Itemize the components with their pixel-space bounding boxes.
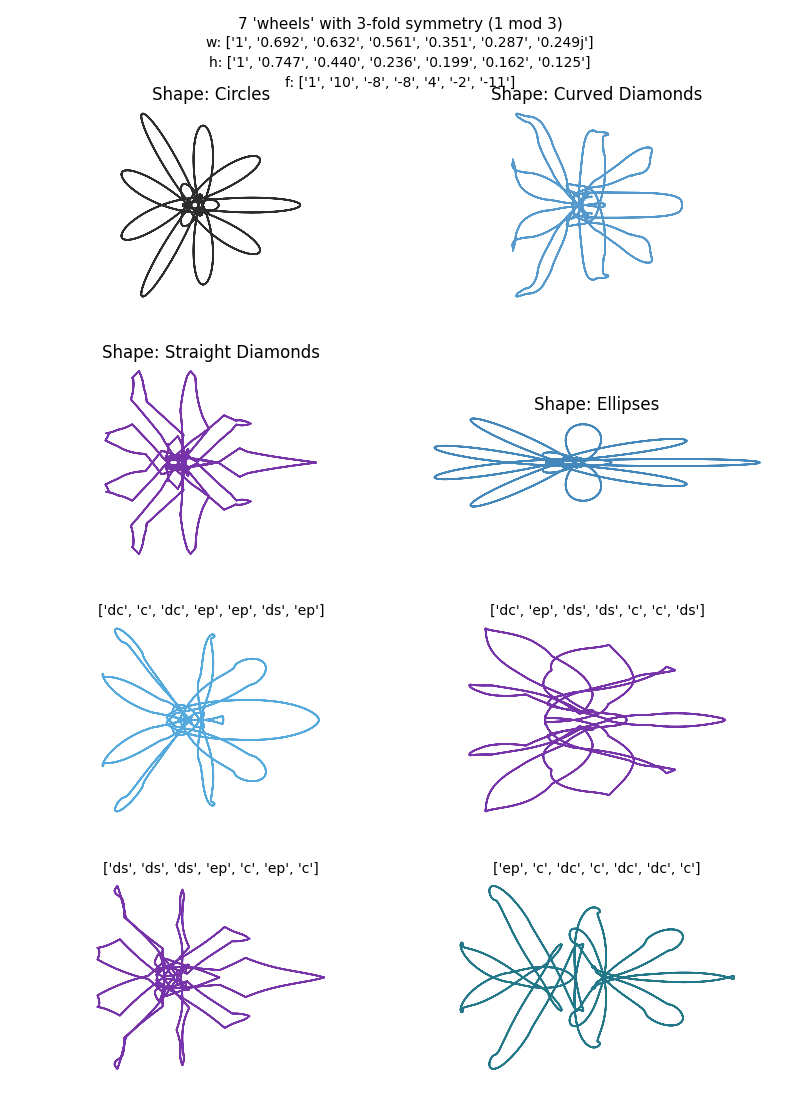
Text: 7 'wheels' with 3-fold symmetry (1 mod 3): 7 'wheels' with 3-fold symmetry (1 mod 3… [238, 16, 562, 32]
Text: h: ['1', '0.747', '0.440', '0.236', '0.199', '0.162', '0.125']: h: ['1', '0.747', '0.440', '0.236', '0.1… [210, 56, 590, 70]
Text: w: ['1', '0.692', '0.632', '0.561', '0.351', '0.287', '0.249j']: w: ['1', '0.692', '0.632', '0.561', '0.3… [206, 36, 594, 51]
Title: Shape: Ellipses: Shape: Ellipses [534, 396, 660, 414]
Title: Shape: Straight Diamonds: Shape: Straight Diamonds [102, 344, 320, 362]
Title: ['dc', 'ep', 'ds', 'ds', 'c', 'c', 'ds']: ['dc', 'ep', 'ds', 'ds', 'c', 'c', 'ds'] [490, 604, 705, 618]
Title: ['ds', 'ds', 'ds', 'ep', 'c', 'ep', 'c']: ['ds', 'ds', 'ds', 'ep', 'c', 'ep', 'c'] [103, 861, 318, 876]
Text: f: ['1', '10', '-8', '-8', '4', '-2', '-11']: f: ['1', '10', '-8', '-8', '4', '-2', '-… [285, 76, 515, 90]
Title: Shape: Circles: Shape: Circles [152, 86, 270, 104]
Title: ['ep', 'c', 'dc', 'c', 'dc', 'dc', 'c']: ['ep', 'c', 'dc', 'c', 'dc', 'dc', 'c'] [494, 861, 701, 876]
Title: Shape: Curved Diamonds: Shape: Curved Diamonds [491, 86, 703, 104]
Title: ['dc', 'c', 'dc', 'ep', 'ep', 'ds', 'ep']: ['dc', 'c', 'dc', 'ep', 'ep', 'ds', 'ep'… [98, 604, 324, 618]
